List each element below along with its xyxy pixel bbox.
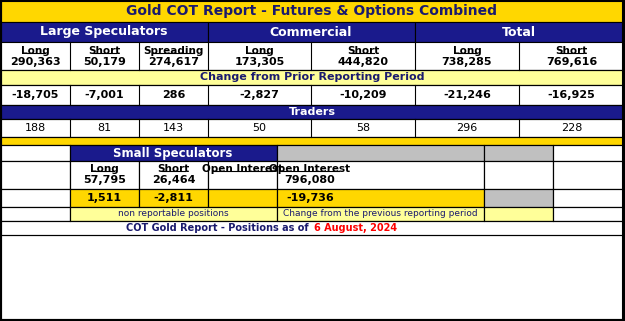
Text: 6 August, 2024: 6 August, 2024 xyxy=(314,223,397,233)
Text: -7,001: -7,001 xyxy=(85,90,124,100)
Text: Short: Short xyxy=(556,46,588,56)
Bar xyxy=(553,207,624,221)
Text: 796,080: 796,080 xyxy=(284,175,336,185)
Text: Gold COT Report - Futures & Options Combined: Gold COT Report - Futures & Options Comb… xyxy=(126,4,498,18)
Text: Change from the previous reporting period: Change from the previous reporting perio… xyxy=(282,210,478,219)
Bar xyxy=(70,145,277,161)
Text: 296: 296 xyxy=(456,123,478,133)
Text: -2,827: -2,827 xyxy=(239,90,279,100)
Text: -10,209: -10,209 xyxy=(339,90,387,100)
Bar xyxy=(553,189,624,207)
Text: 50: 50 xyxy=(253,123,266,133)
Bar xyxy=(1,207,70,221)
Bar xyxy=(70,207,277,221)
Bar xyxy=(1,145,70,161)
Bar xyxy=(1,22,208,42)
Bar xyxy=(1,137,624,145)
Text: 444,820: 444,820 xyxy=(338,57,389,67)
Text: 143: 143 xyxy=(163,123,184,133)
Text: Long: Long xyxy=(90,164,119,174)
Text: Short: Short xyxy=(347,46,379,56)
Text: Open Interest: Open Interest xyxy=(202,164,283,174)
Bar xyxy=(139,161,208,189)
Bar xyxy=(1,189,70,207)
Text: 228: 228 xyxy=(561,123,582,133)
Text: 81: 81 xyxy=(98,123,112,133)
Text: COT Gold Report - Positions as of: COT Gold Report - Positions as of xyxy=(126,223,312,233)
Bar xyxy=(484,189,553,207)
Text: Traders: Traders xyxy=(289,107,336,117)
Bar xyxy=(139,189,208,207)
Bar xyxy=(415,22,624,42)
Bar xyxy=(208,161,277,189)
Text: non reportable positions: non reportable positions xyxy=(118,210,229,219)
Text: 274,617: 274,617 xyxy=(148,57,199,67)
Bar xyxy=(208,22,415,42)
Text: Change from Prior Reporting Period: Change from Prior Reporting Period xyxy=(200,73,424,82)
Text: Short: Short xyxy=(88,46,121,56)
Text: 188: 188 xyxy=(25,123,46,133)
Text: Long: Long xyxy=(245,46,274,56)
Text: 769,616: 769,616 xyxy=(546,57,597,67)
Text: Small Speculators: Small Speculators xyxy=(113,146,232,160)
Bar xyxy=(1,70,624,85)
Text: Commercial: Commercial xyxy=(270,25,352,39)
Text: -21,246: -21,246 xyxy=(443,90,491,100)
Text: 58: 58 xyxy=(356,123,370,133)
Bar xyxy=(208,189,277,207)
Bar xyxy=(70,161,139,189)
Text: -18,705: -18,705 xyxy=(12,90,59,100)
Text: -2,811: -2,811 xyxy=(154,193,194,203)
Text: 57,795: 57,795 xyxy=(83,175,126,185)
Bar xyxy=(70,189,139,207)
Bar xyxy=(277,161,484,189)
Bar xyxy=(484,145,553,161)
Bar xyxy=(1,119,624,137)
Text: Total: Total xyxy=(502,25,536,39)
Text: 1,511: 1,511 xyxy=(87,193,122,203)
Bar xyxy=(277,189,484,207)
Text: -16,925: -16,925 xyxy=(548,90,596,100)
Text: 26,464: 26,464 xyxy=(152,175,195,185)
Text: 173,305: 173,305 xyxy=(234,57,284,67)
Text: -19,736: -19,736 xyxy=(286,193,334,203)
Text: Long: Long xyxy=(452,46,481,56)
Bar xyxy=(553,145,624,161)
Text: Large Speculators: Large Speculators xyxy=(40,25,168,39)
Text: Open Interest: Open Interest xyxy=(269,164,351,174)
Text: 286: 286 xyxy=(162,90,185,100)
Bar xyxy=(1,0,624,22)
Text: 290,363: 290,363 xyxy=(10,57,61,67)
Bar xyxy=(1,105,624,119)
Text: Short: Short xyxy=(158,164,189,174)
Bar xyxy=(553,161,624,189)
Bar xyxy=(1,85,624,105)
Text: Spreading: Spreading xyxy=(143,46,204,56)
Bar xyxy=(1,42,624,70)
Bar xyxy=(484,207,553,221)
Text: 738,285: 738,285 xyxy=(442,57,493,67)
Bar xyxy=(277,207,484,221)
Text: 50,179: 50,179 xyxy=(83,57,126,67)
Text: Long: Long xyxy=(21,46,50,56)
Bar xyxy=(277,145,484,161)
Bar xyxy=(1,221,624,235)
Bar xyxy=(1,161,70,189)
Bar xyxy=(484,161,553,189)
